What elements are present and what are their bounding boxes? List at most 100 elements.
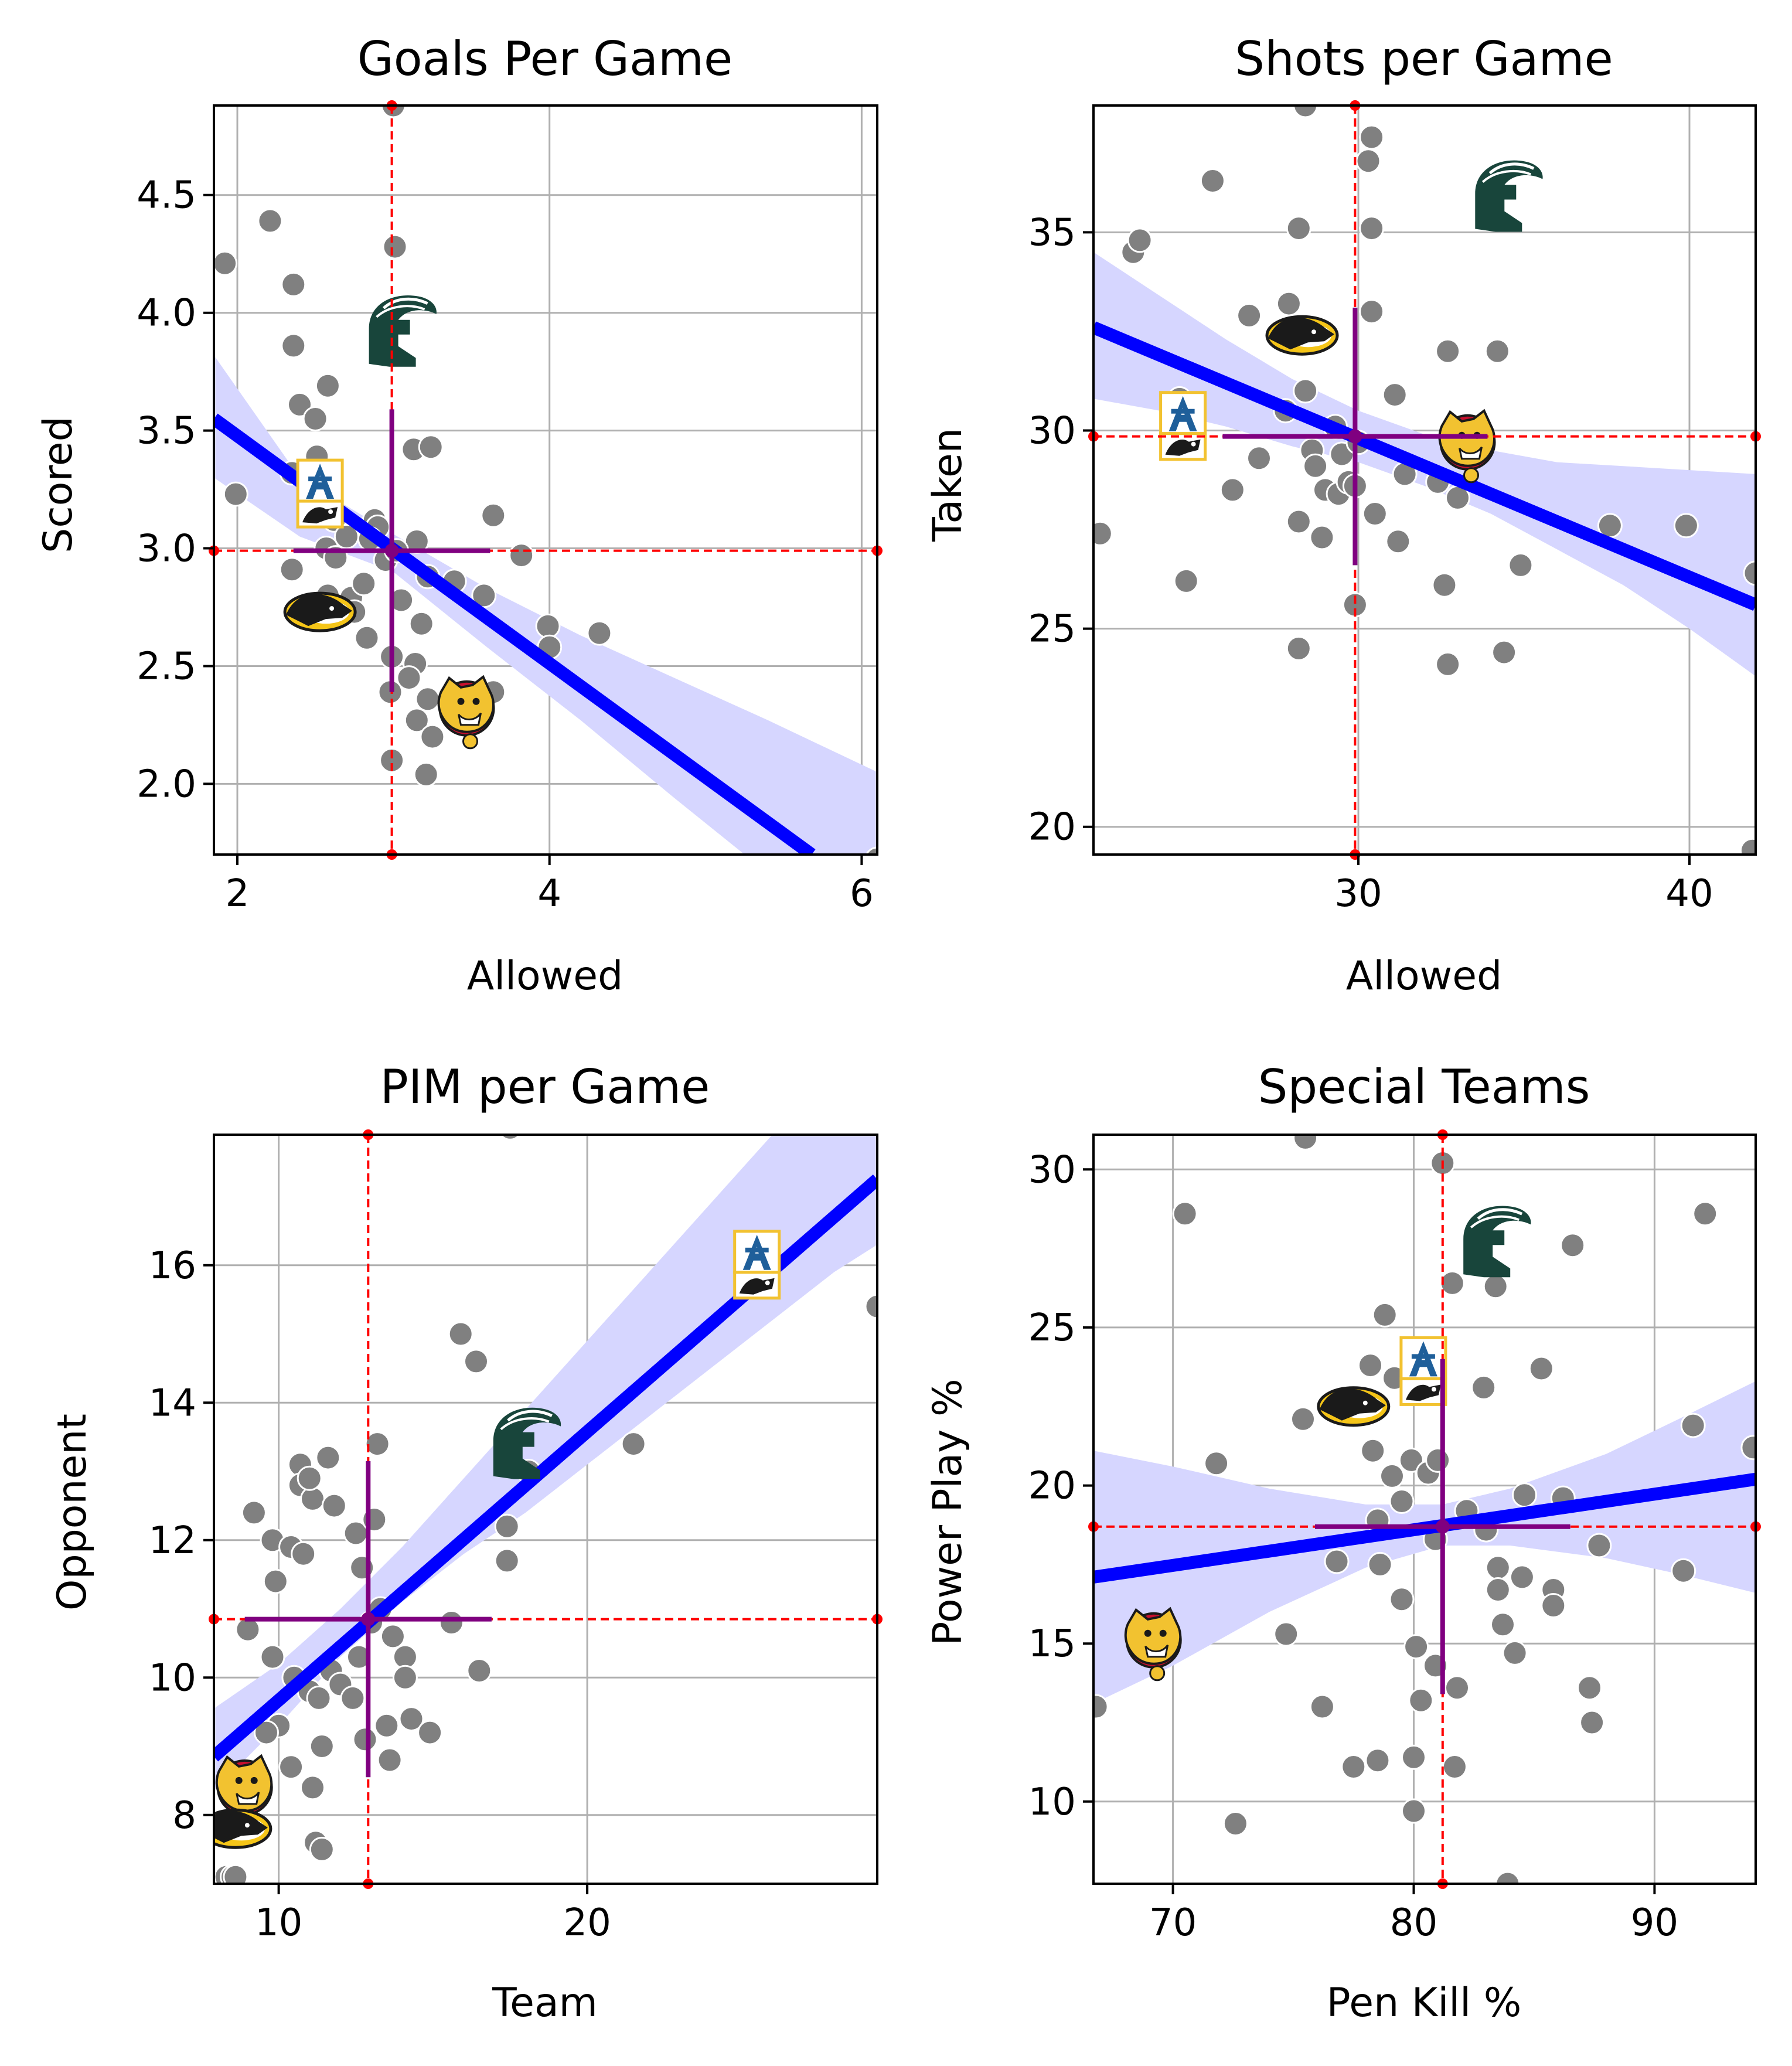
data-point (1293, 378, 1319, 404)
plot-area (1093, 1135, 1756, 1884)
data-point (396, 665, 422, 691)
y-tick-label: 20 (1028, 806, 1076, 849)
data-point (315, 373, 340, 399)
data-point (1740, 1435, 1756, 1461)
x-tick-label: 6 (850, 872, 874, 915)
subplot-special-teams: Special Teams Pen Kill % Power Play % 70… (925, 1060, 1761, 2026)
data-point (1403, 1634, 1429, 1660)
af-logo-icon (733, 1230, 781, 1300)
spartan-helmet-icon (369, 295, 437, 367)
plot-area (214, 105, 877, 855)
data-point (309, 1734, 335, 1759)
data-point (1341, 1754, 1367, 1779)
y-axis-label: Scored (35, 416, 81, 553)
mean-marker (384, 543, 399, 558)
grid (1093, 105, 1756, 855)
data-point (408, 611, 434, 637)
x-tick-label: 70 (1149, 1901, 1197, 1945)
data-point (1365, 1748, 1391, 1774)
x-tick-label: 90 (1631, 1901, 1678, 1945)
data-point (321, 1493, 347, 1519)
subplot-goals-per-game: Goals Per Game Allowed Scored 2 4 6 2.0 2.5 3… (35, 32, 883, 999)
data-point (306, 1685, 332, 1711)
data-point (278, 1754, 304, 1780)
chart-title: PIM per Game (380, 1060, 710, 1114)
af-logo-icon (1399, 1336, 1447, 1406)
data-point (1286, 216, 1311, 241)
bulldog-logo-icon (1124, 1606, 1182, 1682)
data-point (1309, 525, 1335, 550)
y-tick-label: 4.0 (137, 292, 196, 335)
af-logo-icon (1159, 391, 1207, 461)
y-axis-label: Power Play % (925, 1379, 971, 1645)
y-tick-label: 35 (1028, 211, 1076, 254)
data-point (494, 1548, 520, 1574)
x-axis-label: Allowed (1346, 953, 1503, 999)
data-point (392, 1665, 418, 1690)
data-point (415, 686, 441, 712)
regression-line (1093, 321, 1756, 611)
data-point (398, 1706, 424, 1732)
data-point (279, 557, 305, 583)
data-point (1442, 1754, 1467, 1779)
data-point (1401, 1798, 1426, 1824)
data-point (1484, 338, 1510, 364)
data-point (300, 1775, 325, 1800)
data-point (587, 620, 612, 646)
data-point (1236, 302, 1262, 328)
data-point (464, 1349, 489, 1374)
y-tick-label: 10 (1028, 1781, 1076, 1824)
plot-area (214, 1135, 877, 1884)
data-point (1273, 1621, 1299, 1647)
data-point (413, 761, 439, 787)
data-point (351, 571, 377, 597)
data-point (241, 1500, 267, 1526)
data-point (1379, 1463, 1405, 1489)
data-point (1512, 1482, 1537, 1508)
data-point (291, 1541, 316, 1567)
data-point (1425, 1447, 1451, 1473)
data-point (1382, 382, 1408, 408)
axes-frame (213, 1134, 878, 1885)
data-point (214, 250, 238, 276)
data-point (281, 333, 306, 359)
data-point (1408, 1687, 1434, 1713)
x-axis-label: Team (492, 1980, 598, 2026)
data-point (417, 1720, 443, 1745)
data-point (1435, 651, 1461, 677)
data-point (1495, 1871, 1521, 1884)
y-tick-label: 16 (149, 1244, 196, 1288)
data-point (1093, 520, 1113, 546)
x-axis-label: Allowed (467, 953, 624, 999)
data-point (1432, 572, 1457, 598)
data-point (1579, 1710, 1605, 1735)
data-point (1485, 1555, 1511, 1581)
data-point (1200, 168, 1225, 193)
data-point (499, 1135, 521, 1141)
bulldog-logo-icon (437, 675, 495, 750)
data-point (466, 1658, 492, 1683)
y-tick-label: 2.5 (137, 645, 196, 689)
data-point (257, 208, 283, 234)
data-point (438, 1610, 464, 1635)
data-point (1389, 1587, 1415, 1612)
data-point (1483, 1274, 1508, 1299)
chart-title: Goals Per Game (357, 32, 733, 86)
data-point (354, 625, 380, 651)
data-point (1389, 1489, 1415, 1514)
data-point (223, 1864, 248, 1884)
data-point (864, 1294, 877, 1319)
data-point (1508, 552, 1534, 578)
x-tick-label: 80 (1390, 1901, 1437, 1945)
data-point (1093, 1694, 1109, 1720)
data-point (1290, 1406, 1316, 1432)
data-point (509, 543, 534, 569)
data-point (1485, 1577, 1511, 1602)
data-point (1355, 148, 1381, 174)
data-point (1362, 501, 1388, 526)
data-point (404, 707, 430, 733)
data-point (1509, 1564, 1535, 1590)
data-point (1303, 453, 1328, 479)
data-point (364, 1431, 390, 1457)
y-tick-label: 4.5 (137, 174, 196, 217)
